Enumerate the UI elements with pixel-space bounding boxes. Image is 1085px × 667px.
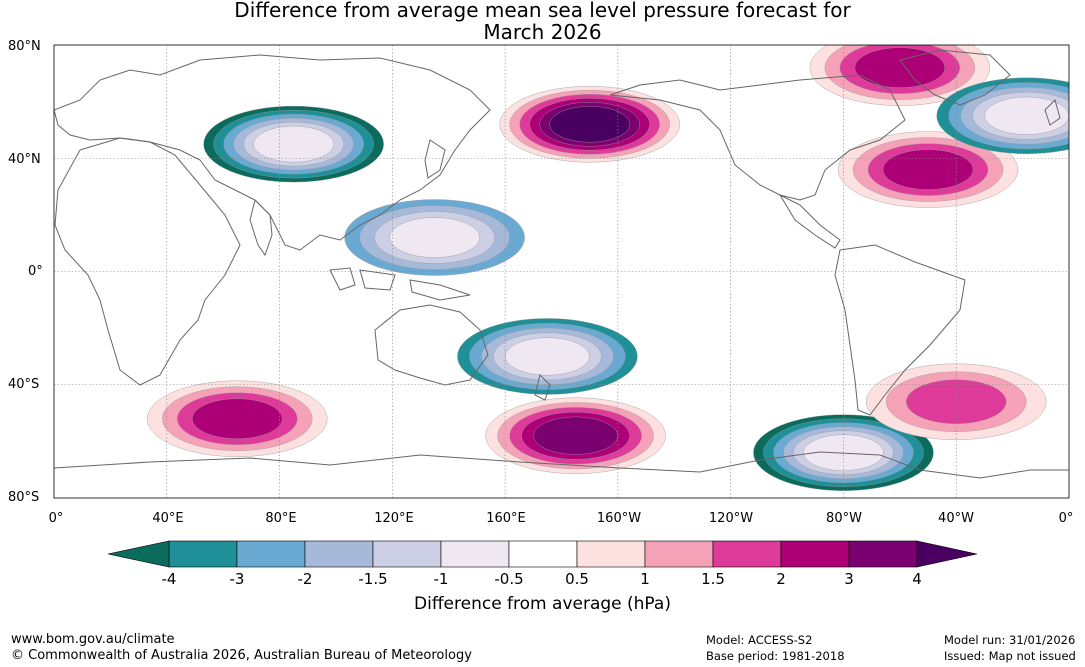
map-frame bbox=[53, 44, 1070, 499]
lon-label-40e: 40°E bbox=[152, 511, 184, 526]
map-title-line1: Difference from average mean sea level p… bbox=[234, 0, 851, 22]
anomaly-contour-south-pacific-high bbox=[533, 416, 618, 455]
colorbar-segment bbox=[168, 540, 238, 568]
colorbar-tick: -2 bbox=[297, 570, 313, 588]
lon-label-0: 0° bbox=[48, 511, 64, 526]
lon-label-40w: 40°W bbox=[938, 511, 974, 526]
colorbar-segment bbox=[848, 540, 918, 568]
lat-label-40s: 40°S bbox=[8, 377, 40, 392]
colorbar-segment bbox=[372, 540, 442, 568]
colorbar-segment bbox=[508, 540, 578, 568]
anomaly-contour-north-pacific-high bbox=[549, 106, 630, 143]
coast-japan bbox=[424, 139, 446, 179]
anomaly-contour-southern-indian-high bbox=[192, 398, 283, 439]
coast-indonesia bbox=[329, 267, 471, 301]
colorbar-tick: 2 bbox=[776, 570, 786, 588]
colorbar-segment bbox=[644, 540, 714, 568]
coast-new-zealand bbox=[534, 374, 551, 401]
colorbar-tick: -3 bbox=[229, 570, 245, 588]
colorbar-tick: -1 bbox=[433, 570, 449, 588]
footer-base-period: Base period: 1981-2018 bbox=[706, 649, 845, 663]
colorbar-tick: 3 bbox=[844, 570, 854, 588]
lon-label-80w: 80°W bbox=[826, 511, 862, 526]
lon-label-80e: 80°E bbox=[265, 511, 297, 526]
colorbar-tick: 0.5 bbox=[565, 570, 589, 588]
colorbar-title: Difference from average (hPa) bbox=[414, 594, 671, 614]
anomaly-contour-north-atlantic-high bbox=[882, 149, 974, 190]
anomaly-contour-central-asia-low bbox=[253, 125, 334, 163]
colorbar-segment bbox=[576, 540, 646, 568]
colorbar-segment bbox=[780, 540, 850, 568]
lon-label-160w: 160°W bbox=[596, 511, 642, 526]
coast-south-america bbox=[834, 244, 966, 416]
coast-antarctica bbox=[54, 451, 1069, 479]
anomaly-contour-southwest-pacific-low bbox=[505, 337, 590, 376]
colorbar-tick: 1 bbox=[640, 570, 650, 588]
coast-eurasia bbox=[54, 54, 491, 251]
colorbar-segment bbox=[304, 540, 374, 568]
lon-label-0-east: 0° bbox=[1058, 511, 1074, 526]
lat-label-equator: 0° bbox=[28, 264, 43, 279]
anomaly-contour-western-pacific-low bbox=[389, 217, 480, 258]
footer-url: www.bom.gov.au/climate bbox=[11, 632, 175, 647]
coast-north-america bbox=[609, 74, 906, 201]
footer-model: Model: ACCESS-S2 bbox=[706, 633, 813, 647]
lat-label-80s: 80°S bbox=[8, 490, 40, 505]
footer-model-run: Model run: 31/01/2026 bbox=[944, 633, 1076, 647]
colorbar-tick: -4 bbox=[161, 570, 177, 588]
lon-label-120w: 120°W bbox=[708, 511, 754, 526]
coastlines bbox=[54, 49, 1069, 479]
graticule bbox=[54, 45, 1069, 498]
colorbar-segment bbox=[236, 540, 306, 568]
lon-label-160e: 160°E bbox=[486, 511, 526, 526]
footer-copyright: © Commonwealth of Australia 2026, Austra… bbox=[11, 648, 472, 663]
colorbar-tick: -1.5 bbox=[358, 570, 388, 588]
coast-central-america bbox=[778, 193, 841, 249]
colorbar-segment bbox=[440, 540, 510, 568]
colorbar-segment bbox=[712, 540, 782, 568]
lat-label-40n: 40°N bbox=[8, 152, 41, 167]
colorbar-tick: 4 bbox=[912, 570, 922, 588]
lat-label-80n: 80°N bbox=[8, 39, 41, 54]
colorbar bbox=[107, 540, 978, 568]
colorbar-arrow-low bbox=[107, 540, 170, 568]
colorbar-tick: 1.5 bbox=[701, 570, 725, 588]
coast-africa bbox=[54, 137, 241, 386]
anomaly-contour-greenland-arctic-high bbox=[854, 47, 946, 88]
footer-issued: Issued: Map not issued bbox=[944, 649, 1076, 663]
colorbar-arrow-high bbox=[916, 540, 978, 568]
lon-label-120e: 120°E bbox=[374, 511, 414, 526]
coast-india bbox=[249, 199, 273, 257]
colorbar-tick: -0.5 bbox=[494, 570, 524, 588]
anomaly-contours bbox=[147, 45, 1069, 491]
map-title-line2: March 2026 bbox=[483, 20, 602, 44]
coast-greenland bbox=[899, 49, 1011, 106]
coast-british-isles bbox=[1044, 99, 1061, 126]
